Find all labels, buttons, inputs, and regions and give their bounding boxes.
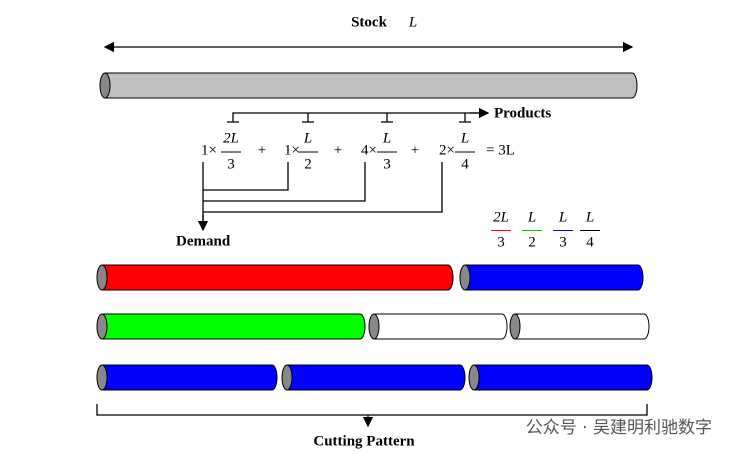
fraction-denominator: 3 (383, 156, 391, 172)
fraction-denominator: 2 (304, 156, 312, 172)
fraction-denominator: 4 (586, 234, 594, 250)
term-count: 2× (439, 142, 455, 158)
fraction-denominator: 3 (559, 234, 567, 250)
cylinder-body (514, 313, 650, 340)
demand-label: Demand (176, 233, 231, 249)
cylinder-body (464, 264, 644, 291)
cylinder-end (281, 364, 293, 391)
cylinder-end (96, 264, 108, 291)
products-label: Products (494, 105, 551, 121)
cylinder-body (373, 313, 508, 340)
term-count: 1× (201, 142, 217, 158)
cylinder-end (99, 72, 111, 99)
fraction-numerator: L (382, 130, 391, 146)
cylinder-body (473, 364, 653, 391)
fraction-numerator: 2L (493, 209, 509, 225)
formula-result: = 3L (486, 142, 515, 158)
fraction-numerator: L (460, 130, 469, 146)
fraction-numerator: L (303, 130, 312, 146)
cylinder-end (468, 364, 480, 391)
cylinder-body (101, 364, 278, 391)
cylinder-end (96, 364, 108, 391)
cylinder-body (286, 364, 466, 391)
operator: + (334, 142, 342, 158)
cylinder-end (96, 313, 108, 340)
watermark: 公众号 · 吴建明利驰数字 (526, 418, 712, 438)
fraction-numerator: L (585, 209, 594, 225)
stock-label: Stock (351, 14, 387, 30)
fraction-numerator: L (558, 209, 567, 225)
cylinder-body (101, 313, 366, 340)
cylinder-end (509, 313, 521, 340)
cylinders (96, 72, 653, 391)
products-bracket (227, 112, 485, 123)
pattern-bracket (96, 404, 648, 416)
cylinder-body (104, 72, 638, 99)
cylinder-end (368, 313, 380, 340)
caption: Cutting Pattern (313, 433, 415, 449)
fraction-denominator: 4 (461, 156, 469, 172)
cylinder-end (459, 264, 471, 291)
term-count: 4× (361, 142, 377, 158)
fraction-denominator: 2 (528, 234, 536, 250)
fraction-numerator: 2L (223, 130, 239, 146)
fraction-denominator: 3 (227, 156, 235, 172)
term-count: 1× (284, 142, 300, 158)
cylinder-body (101, 264, 454, 291)
fraction-numerator: L (527, 209, 536, 225)
operator: + (411, 142, 419, 158)
stock-symbol: L (408, 14, 417, 30)
fraction-denominator: 3 (497, 234, 505, 250)
demand-lines (202, 162, 443, 228)
operator: + (258, 142, 266, 158)
